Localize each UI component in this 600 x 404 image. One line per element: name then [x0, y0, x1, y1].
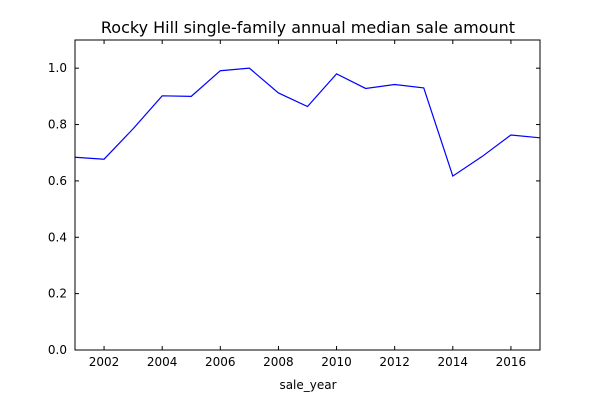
data-point	[161, 94, 164, 97]
data-point	[364, 87, 367, 90]
x-tick-label: 2004	[147, 355, 178, 369]
data-point	[190, 95, 193, 98]
x-tick-label: 2010	[321, 355, 352, 369]
plot-frame	[74, 39, 541, 351]
chart-title: Rocky Hill single-family annual median s…	[101, 18, 515, 37]
y-tick-label: 0.4	[48, 230, 67, 244]
data-point	[509, 133, 512, 136]
y-tick-label: 1.0	[48, 61, 67, 75]
data-point	[480, 155, 483, 158]
x-tick-label: 2012	[379, 355, 410, 369]
y-tick-label: 0.6	[48, 174, 67, 188]
y-tick-label: 0.2	[48, 287, 67, 301]
data-point	[132, 127, 135, 130]
data-point	[422, 86, 425, 89]
x-tick-label: 2014	[438, 355, 469, 369]
data-point	[277, 91, 280, 94]
x-tick-label: 2008	[263, 355, 294, 369]
x-axis-label: sale_year	[279, 378, 336, 392]
data-point	[219, 69, 222, 72]
y-tick-label: 0.0	[48, 343, 67, 357]
x-tick-label: 2006	[205, 355, 236, 369]
y-tick-label: 0.8	[48, 118, 67, 132]
data-point	[248, 67, 251, 70]
data-point	[103, 158, 106, 161]
data-point	[451, 175, 454, 178]
x-tick-label: 2016	[496, 355, 527, 369]
plot-area: 2002 2004 2006 2008 2010 2012 2014 2016 0.0 0.2 0.…	[48, 39, 541, 369]
data-point	[306, 105, 309, 108]
data-point	[335, 72, 338, 75]
data-point	[393, 83, 396, 86]
x-tick-label: 2002	[89, 355, 120, 369]
data-line	[74, 67, 541, 178]
